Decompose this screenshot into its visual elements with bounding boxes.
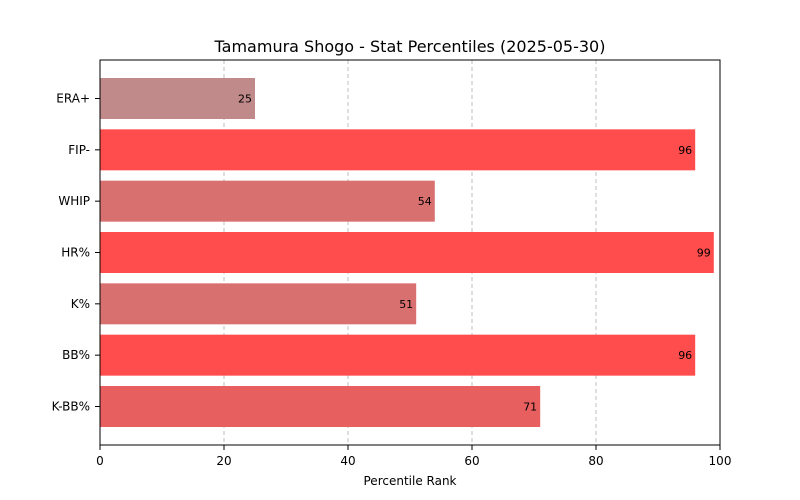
x-tick-label: 0 (96, 454, 104, 468)
x-tick-label: 60 (464, 454, 479, 468)
bar-whip (100, 180, 435, 222)
y-tick-label: K-BB% (52, 400, 90, 414)
data-label: 25 (238, 93, 252, 106)
x-tick-label: 20 (216, 454, 231, 468)
y-tick-label: ERA+ (56, 92, 90, 106)
bar-bb- (100, 334, 696, 376)
data-label: 96 (678, 349, 692, 362)
x-tick-label: 80 (588, 454, 603, 468)
bar-hr- (100, 232, 714, 273)
data-label: 71 (523, 401, 537, 414)
data-label: 51 (399, 298, 413, 311)
bar-fip- (100, 129, 696, 171)
bar-layer: 25 96 54 99 51 96 71 (100, 78, 714, 427)
x-tick-label: 40 (340, 454, 355, 468)
bar-k- (100, 283, 417, 325)
y-tick-label: BB% (62, 348, 90, 362)
axis-layer: 0 20 40 60 80 100 ERA+ FIP- WHIP HR% K% BB% K-BB% (52, 92, 732, 469)
data-label: 54 (418, 195, 432, 208)
bar-k-bb- (100, 386, 541, 427)
y-tick-label: FIP- (68, 143, 90, 157)
y-tick-label: K% (71, 297, 90, 311)
x-axis-label: Percentile Rank (364, 474, 457, 488)
x-tick-label: 100 (709, 454, 732, 468)
data-label: 99 (697, 247, 711, 260)
y-tick-label: HR% (61, 246, 90, 260)
y-tick-label: WHIP (58, 194, 90, 208)
bar-era- (100, 78, 255, 119)
data-label: 96 (678, 144, 692, 157)
chart-title: Tamamura Shogo - Stat Percentiles (2025-… (214, 37, 606, 56)
